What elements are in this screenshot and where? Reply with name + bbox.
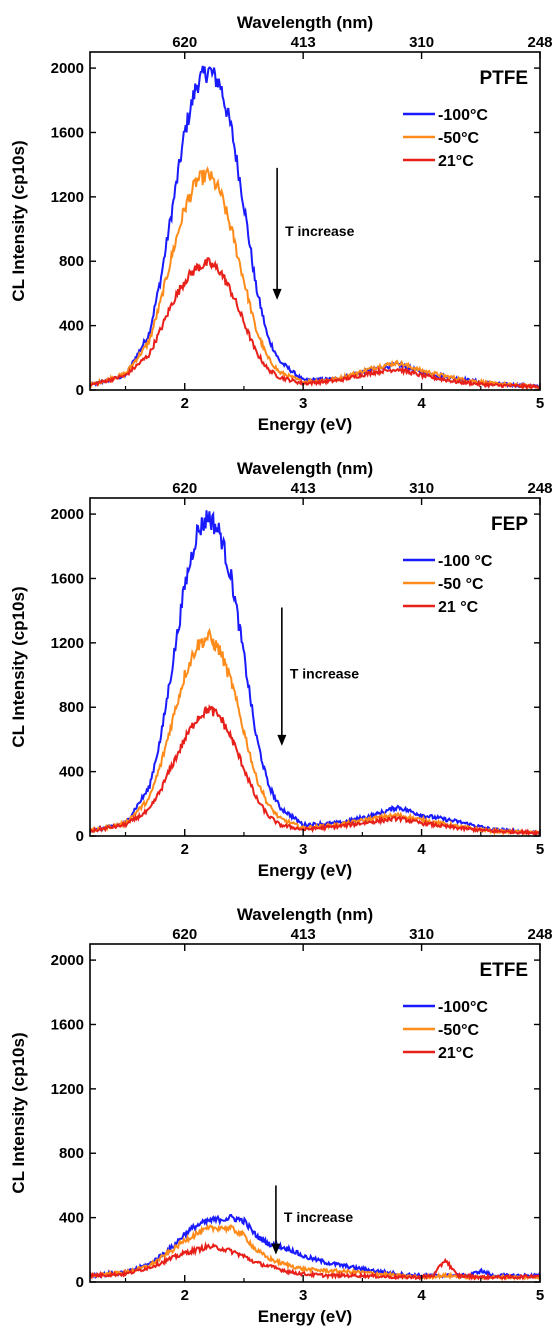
panel-title: PTFE [479,68,528,89]
x-tick-label: 4 [417,395,426,412]
panel-ptfe: 0 400 800 1200 1600 2000 2 3 4 5 620 413 310 248 Wavel… [9,13,553,434]
legend-label: -100°C [438,107,488,124]
top-axis-title: Wavelength (nm) [237,459,373,478]
y-axis-title: CL Intensity (cp10s) [9,1032,28,1193]
top-tick-label: 310 [409,926,434,943]
plot-frame [89,497,541,837]
y-tick-label: 400 [59,764,84,781]
series-line-3 [90,704,540,836]
legend-label: -100 °C [438,553,493,570]
y-tick-label: 800 [59,699,84,716]
x-tick-label: 5 [536,841,544,858]
top-tick-label: 310 [409,480,434,497]
plot-frame [89,943,541,1283]
x-tick-label: 4 [417,1287,426,1304]
annotation-label: T increase [285,223,354,239]
annotation-arrowhead [272,288,282,300]
panel-fep: 0 400 800 1200 1600 2000 2 3 4 5 620 413 310 248 Wavel… [9,459,553,880]
series-line-3 [90,1241,540,1282]
y-tick-label: 1200 [51,1081,84,1098]
annotation-arrowhead [277,734,287,746]
annotation-label: T increase [290,666,359,682]
top-tick-label: 413 [291,480,316,497]
x-tick-label: 5 [536,395,544,412]
series-line-2 [90,165,540,390]
legend-label: 21°C [438,1045,474,1062]
panel-title: ETFE [479,960,528,981]
x-tick-label: 3 [299,395,307,412]
legend-label: 21°C [438,153,474,170]
y-tick-label: 2000 [51,506,84,523]
legend-label: -100°C [438,999,488,1016]
top-tick-label: 413 [291,926,316,943]
y-tick-label: 0 [76,1274,84,1291]
y-tick-label: 0 [76,828,84,845]
x-tick-label: 3 [299,1287,307,1304]
x-tick-label: 2 [181,841,189,858]
annotation-arrowhead [271,1243,281,1255]
legend-label: -50 °C [438,576,484,593]
top-tick-label: 310 [409,34,434,51]
annotation-label: T increase [284,1209,353,1225]
y-tick-label: 800 [59,253,84,270]
y-axis-title: CL Intensity (cp10s) [9,140,28,301]
series-line-2 [90,627,540,836]
top-tick-label: 248 [527,480,552,497]
y-tick-label: 1600 [51,1016,84,1033]
panel-etfe: 0 400 800 1200 1600 2000 2 3 4 5 620 413 310 248 Wavel… [9,905,553,1326]
y-axis-title: CL Intensity (cp10s) [9,586,28,747]
x-tick-label: 2 [181,1287,189,1304]
x-tick-label: 2 [181,395,189,412]
y-tick-label: 2000 [51,60,84,77]
x-axis-title: Energy (eV) [258,861,352,880]
plot-frame [89,51,541,391]
top-tick-label: 620 [172,926,197,943]
legend-label: -50°C [438,130,480,147]
legend-label: 21 °C [438,599,479,616]
top-tick-label: 620 [172,480,197,497]
top-axis-title: Wavelength (nm) [237,13,373,32]
x-axis-title: Energy (eV) [258,1307,352,1326]
y-tick-label: 1600 [51,124,84,141]
y-tick-label: 1600 [51,570,84,587]
y-tick-label: 400 [59,1210,84,1227]
panel-title: FEP [491,514,528,535]
x-tick-label: 3 [299,841,307,858]
y-tick-label: 1200 [51,189,84,206]
legend-label: -50°C [438,1022,480,1039]
y-tick-label: 1200 [51,635,84,652]
x-axis-title: Energy (eV) [258,415,352,434]
series-line-3 [90,257,540,390]
top-tick-label: 248 [527,926,552,943]
y-tick-label: 0 [76,382,84,399]
x-tick-label: 4 [417,841,426,858]
y-tick-label: 800 [59,1145,84,1162]
y-tick-label: 2000 [51,952,84,969]
top-tick-label: 413 [291,34,316,51]
top-axis-title: Wavelength (nm) [237,905,373,924]
top-tick-label: 248 [527,34,552,51]
x-tick-label: 5 [536,1287,544,1304]
series-line-2 [90,1223,540,1282]
top-tick-label: 620 [172,34,197,51]
y-tick-label: 400 [59,318,84,335]
series-line-1 [90,510,540,836]
